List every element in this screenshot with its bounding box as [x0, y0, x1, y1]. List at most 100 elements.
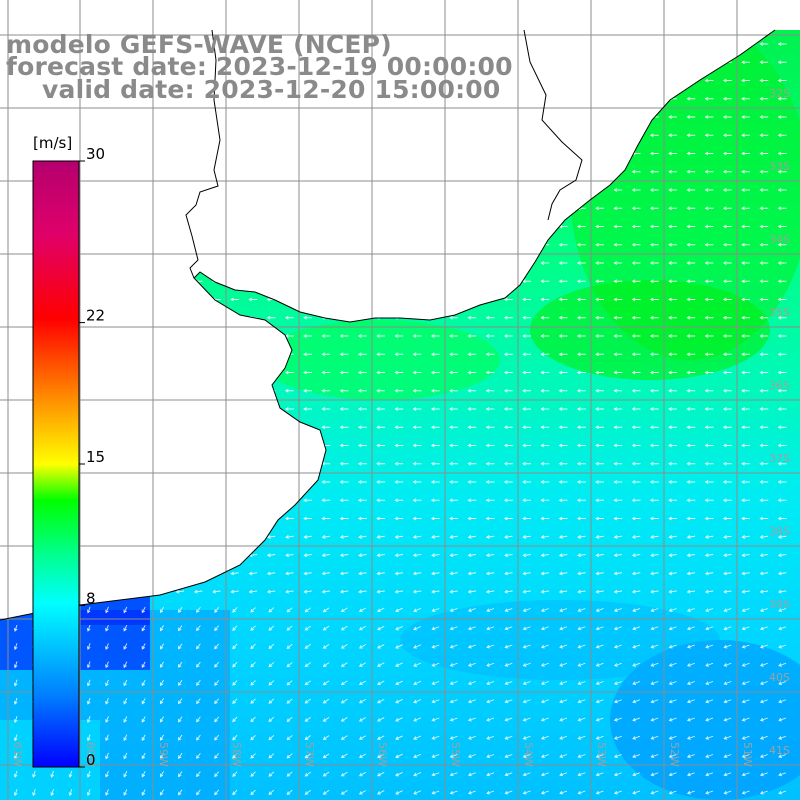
wind-arrow — [522, 662, 531, 667]
wind-arrow — [214, 643, 220, 650]
wind-arrow — [303, 315, 312, 320]
wind-arrow — [558, 553, 568, 558]
wind-arrow — [467, 553, 477, 558]
wind-arrow — [449, 681, 458, 686]
wind-arrow — [504, 699, 513, 704]
wind-arrow — [777, 297, 787, 302]
wind-arrow — [157, 461, 166, 466]
wind-arrow — [175, 443, 185, 448]
wind-arrow — [13, 661, 18, 669]
wind-arrow — [193, 115, 203, 119]
wind-arrow — [595, 78, 604, 83]
wind-arrow — [558, 133, 568, 138]
wind-arrow — [631, 60, 641, 65]
wind-arrow — [631, 407, 641, 411]
wind-arrow — [322, 753, 330, 759]
wind-arrow — [376, 388, 385, 393]
wind-arrow — [339, 388, 349, 393]
wind-arrow — [284, 169, 294, 174]
wind-arrow — [250, 643, 256, 650]
latitude-label: 33S — [769, 160, 790, 173]
wind-arrow — [522, 78, 531, 83]
wind-arrow — [214, 734, 220, 741]
wind-arrow — [412, 334, 422, 338]
wind-arrow — [704, 242, 714, 247]
wind-arrow — [123, 734, 128, 742]
latitude-label: 37S — [769, 452, 790, 465]
wind-arrow — [266, 242, 276, 247]
wind-arrow — [759, 188, 769, 192]
wind-arrow — [741, 297, 750, 302]
wind-arrow — [503, 334, 513, 338]
wind-arrow — [211, 370, 221, 375]
wind-arrow — [722, 297, 732, 302]
wind-arrow — [120, 188, 130, 192]
wind-arrow — [413, 790, 422, 795]
wind-arrow — [430, 498, 440, 503]
wind-arrow — [68, 770, 73, 778]
wind-arrow — [84, 571, 93, 576]
wind-arrow — [723, 735, 732, 740]
wind-arrow — [467, 388, 477, 393]
wind-arrow — [284, 261, 294, 265]
wind-arrow — [540, 443, 550, 448]
wind-arrow — [339, 461, 349, 466]
wind-arrow — [431, 553, 440, 558]
wind-arrow — [668, 461, 677, 466]
wind-arrow — [339, 589, 349, 594]
valid-date: valid date: 2023-12-20 15:00:00 — [42, 75, 501, 104]
wind-arrow — [376, 516, 385, 521]
wind-arrow — [649, 242, 659, 247]
wind-arrow — [178, 789, 183, 796]
wind-arrow — [613, 516, 623, 521]
wind-arrow — [631, 516, 641, 521]
wind-arrow — [576, 425, 586, 430]
wind-arrow — [65, 115, 75, 119]
wind-arrow — [540, 315, 550, 320]
wind-arrow — [613, 535, 623, 539]
wind-arrow — [11, 535, 20, 539]
wind-arrow — [413, 699, 422, 704]
wind-arrow — [467, 608, 476, 613]
wind-arrow — [577, 772, 586, 777]
wind-arrow — [777, 535, 787, 539]
wind-arrow — [395, 790, 403, 795]
wind-arrow — [540, 224, 550, 229]
wind-arrow — [212, 589, 221, 594]
wind-arrow — [650, 535, 659, 539]
wind-arrow — [485, 589, 495, 594]
wind-arrow — [357, 407, 367, 411]
wind-arrow — [522, 443, 531, 448]
wind-arrow — [576, 42, 586, 46]
wind-arrow — [485, 151, 495, 156]
wind-arrow — [394, 297, 404, 302]
wind-arrow — [431, 754, 440, 759]
wind-arrow — [632, 717, 641, 722]
wind-arrow — [722, 133, 732, 138]
wind-arrow — [741, 717, 750, 722]
wind-arrow — [559, 626, 568, 631]
wind-arrow — [357, 115, 367, 119]
wind-arrow — [120, 133, 130, 138]
wind-arrow — [120, 388, 130, 393]
wind-arrow — [722, 407, 732, 411]
wind-arrow — [376, 589, 385, 594]
wind-arrow — [268, 607, 275, 613]
wind-arrow — [558, 60, 568, 65]
wind-arrow — [759, 608, 768, 613]
wind-arrow — [632, 754, 641, 759]
wind-arrow — [211, 425, 221, 430]
wind-arrow — [395, 717, 403, 722]
wind-arrow — [777, 388, 787, 393]
wind-arrow — [230, 498, 239, 503]
wind-arrow — [759, 407, 769, 411]
wind-arrow — [84, 261, 93, 265]
wind-arrow — [159, 716, 164, 723]
wind-arrow — [650, 553, 659, 558]
wind-arrow — [777, 315, 787, 320]
wind-arrow — [105, 606, 109, 614]
wind-arrow — [503, 315, 513, 320]
wind-arrow — [558, 480, 568, 484]
wind-arrow — [105, 716, 109, 723]
wind-arrow — [284, 461, 294, 466]
